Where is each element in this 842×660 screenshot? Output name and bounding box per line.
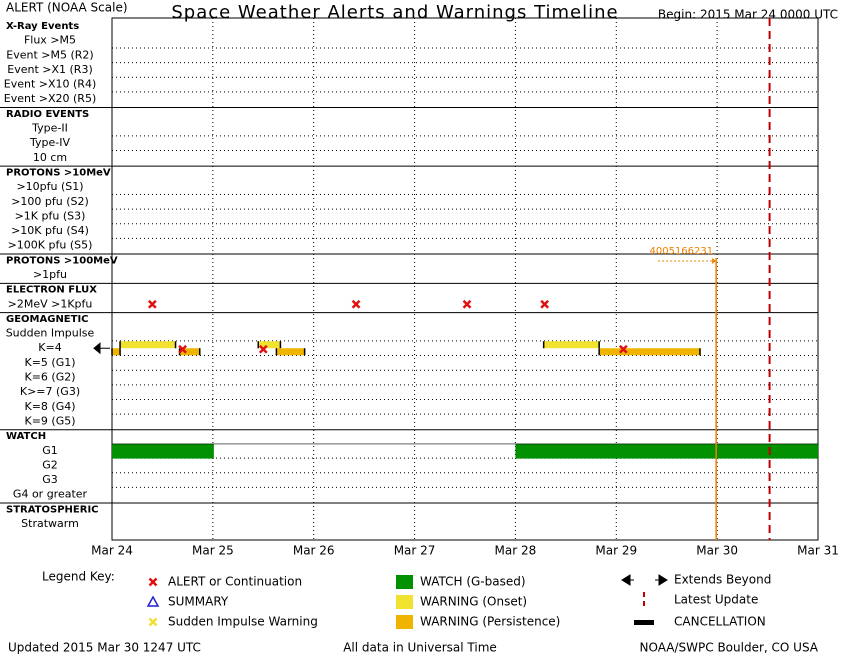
section-title: RADIO EVENTS	[6, 109, 89, 120]
alert-scale: ALERT (NOAA Scale)	[6, 1, 128, 15]
alert-mark	[540, 299, 550, 309]
persistence-caps	[275, 348, 306, 356]
persistence-caps	[598, 348, 701, 356]
alert-mark	[618, 344, 628, 354]
section-title: ELECTRON FLUX	[6, 285, 97, 296]
legend-title: Legend Key:	[42, 570, 115, 584]
section-title: WATCH	[6, 431, 46, 442]
row-label: Type-IV	[29, 136, 70, 149]
utc-note: All data in Universal Time	[343, 641, 497, 655]
section-title: STRATOSPHERIC	[6, 504, 99, 515]
row-label: >100 pfu (S2)	[11, 195, 89, 208]
legend-symbol	[396, 575, 413, 589]
alert-mark	[258, 344, 268, 354]
annotation-head	[712, 258, 717, 264]
row-label: >1K pfu (S3)	[15, 209, 86, 222]
alert-mark	[462, 299, 472, 309]
annotation-label: 4005166231	[650, 246, 714, 257]
updated: Updated 2015 Mar 30 1247 UTC	[8, 641, 201, 655]
x-tick-label: Mar 24	[91, 544, 133, 558]
watch-bar	[112, 443, 214, 459]
row-label: K=6 (G2)	[24, 371, 75, 384]
warning-persistence	[276, 348, 305, 356]
x-tick-label: Mar 29	[595, 544, 637, 558]
watch-bar	[515, 443, 818, 459]
row-label: K=9 (G5)	[24, 414, 75, 427]
section-title: PROTONS >100MeV	[6, 255, 118, 266]
warning-persistence	[179, 348, 200, 356]
row-label: Stratwarm	[21, 517, 79, 530]
row-label: K>=7 (G3)	[20, 385, 80, 398]
plot-frame	[111, 17, 819, 541]
row-label: Flux >M5	[24, 34, 76, 47]
legend-label: WARNING (Onset)	[420, 595, 527, 609]
section-title: GEOMAGNETIC	[6, 314, 89, 325]
row-label: Event >X1 (R3)	[7, 63, 92, 76]
onset-caps	[119, 341, 177, 349]
persistence-caps	[111, 348, 121, 356]
row-label: >10pfu (S1)	[16, 180, 83, 193]
section-title: X-Ray Events	[6, 21, 79, 32]
row-label: >2MeV >1Kpfu	[8, 297, 93, 310]
row-label: Type-II	[31, 122, 68, 135]
x-tick-label: Mar 30	[696, 544, 738, 558]
warning-persistence	[599, 348, 700, 356]
source: NOAA/SWPC Boulder, CO USA	[640, 641, 819, 655]
row-label: K=8 (G4)	[24, 400, 75, 413]
row-label: Sudden Impulse	[6, 327, 95, 340]
warning-persistence	[112, 348, 121, 356]
alert-mark	[351, 299, 361, 309]
row-label: Event >X20 (R5)	[4, 92, 96, 105]
legend: ALERT or Continuation SUMMARY Sudden Impul…	[146, 573, 771, 629]
x-tick-label: Mar 28	[495, 544, 537, 558]
extends-beyond	[93, 342, 110, 355]
legend-symbol	[148, 617, 158, 627]
legend-symbol	[396, 615, 413, 629]
x-tick-label: Mar 31	[797, 544, 839, 558]
legend-symbol	[621, 574, 668, 586]
legend-label: WATCH (G-based)	[420, 575, 526, 589]
legend-label: ALERT or Continuation	[168, 575, 302, 589]
warning-onset	[258, 341, 281, 349]
legend-label: SUMMARY	[168, 595, 229, 609]
row-label: 10 cm	[33, 151, 67, 164]
alert-mark	[178, 344, 187, 354]
legend-symbol	[146, 595, 160, 607]
legend-label: Extends Beyond	[674, 573, 771, 587]
x-tick-label: Mar 25	[192, 544, 234, 558]
begin-time: Begin: 2015 Mar 24 0000 UTC	[658, 8, 838, 22]
row-label: K=5 (G1)	[24, 356, 75, 369]
row-label: Event >X10 (R4)	[4, 78, 96, 91]
legend-label: WARNING (Persistence)	[420, 615, 560, 629]
onset-caps	[542, 341, 600, 349]
warning-onset	[543, 341, 600, 349]
legend-symbol	[396, 595, 413, 609]
row-label: G1	[42, 444, 58, 457]
alert-mark	[147, 299, 157, 309]
legend-symbol	[634, 620, 654, 625]
warning-onset	[120, 341, 176, 349]
section-title: PROTONS >10MeV	[6, 167, 111, 178]
legend-symbol	[148, 577, 158, 587]
row-label: >100K pfu (S5)	[8, 239, 93, 252]
x-tick-label: Mar 27	[394, 544, 436, 558]
row-label: G3	[42, 473, 58, 486]
legend-label: CANCELLATION	[674, 615, 766, 629]
page-title: Space Weather Alerts and Warnings Timeli…	[171, 2, 618, 23]
row-label: >10K pfu (S4)	[11, 224, 89, 237]
row-label: G4 or greater	[13, 488, 88, 501]
x-tick-label: Mar 26	[293, 544, 335, 558]
row-label: Event >M5 (R2)	[6, 48, 93, 61]
legend-label: Sudden Impulse Warning	[168, 615, 318, 629]
row-label: K=4	[38, 341, 61, 354]
row-label: G2	[42, 458, 58, 471]
row-label: >1pfu	[33, 268, 67, 281]
onset-caps	[257, 341, 282, 349]
legend-label: Latest Update	[674, 593, 758, 607]
